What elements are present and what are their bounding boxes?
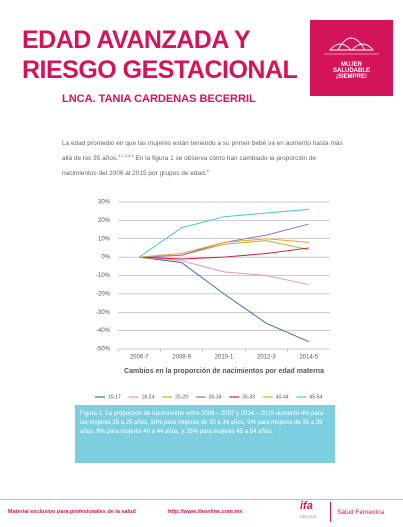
footer-section: Salud Femenina [337, 509, 385, 516]
series-line [138, 208, 309, 258]
legend-label: 18-24 [142, 394, 155, 400]
legend-label: 25-29 [175, 394, 188, 400]
legend-label: 45-54 [309, 394, 322, 400]
y-tick-label: 0% [101, 255, 110, 261]
footer-url: http://www.ifaonline.com.mx [168, 509, 243, 515]
intro-text: La edad promedio en que las mujeres está… [62, 140, 343, 163]
x-tick-label: 2010-1 [215, 355, 234, 361]
series-line [139, 256, 309, 286]
y-tick-label: -40% [96, 328, 111, 334]
legend-label: 15-17 [108, 394, 121, 400]
badge-line: SALUDABLE [333, 68, 370, 74]
citation: 1,2,3,4,5 [118, 153, 134, 158]
badge-line: ¡SIEMPRE! [335, 74, 367, 80]
legend-label: 35-39 [242, 394, 255, 400]
x-tick-label: 2008-9 [172, 355, 191, 361]
brand-sub: CELTICS [300, 514, 317, 519]
badge: MUJER SALUDABLE ¡SIEMPRE! [310, 20, 393, 96]
x-axis-title: Cambios en la proporción de nacimientos … [124, 368, 324, 375]
y-tick-label: -50% [96, 347, 111, 353]
intro-text: En la figura 1 se observa cómo han cambi… [62, 155, 317, 178]
footer-note: Material exclusivo para profesionales de… [8, 509, 136, 515]
citation: 6 [206, 168, 209, 174]
caption: Figura 1. La proporción de nacimientos e… [75, 405, 335, 463]
legend-label: 40-44 [276, 394, 289, 400]
lotus-icon [324, 37, 379, 55]
title: EDAD AVANZADA Y [22, 26, 251, 54]
badge-line: MUJER [340, 62, 362, 68]
y-tick-label: -20% [96, 291, 111, 297]
x-tick-label: 2014-5 [299, 355, 318, 361]
y-tick-label: 20% [98, 218, 111, 224]
y-tick-label: -30% [96, 310, 111, 316]
title: RIESGO GESTACIONAL [22, 56, 298, 84]
x-tick-label: 2006-7 [130, 355, 149, 361]
y-tick-label: 10% [98, 236, 111, 242]
y-tick-label: -10% [96, 273, 111, 279]
author: LNCA. TANIA CARDENAS BECERRIL [62, 93, 256, 105]
footer-rule [0, 499, 403, 500]
legend-label: 30-34 [209, 394, 222, 400]
series-line [139, 256, 309, 343]
series-line [139, 238, 309, 258]
footer-divider [330, 502, 331, 522]
x-tick-label: 2012-3 [257, 355, 276, 361]
intro: La edad promedio en que las mujeres está… [62, 138, 347, 180]
brand: ifa [300, 500, 313, 512]
series-line [139, 247, 309, 260]
y-tick-label: 30% [98, 200, 111, 206]
